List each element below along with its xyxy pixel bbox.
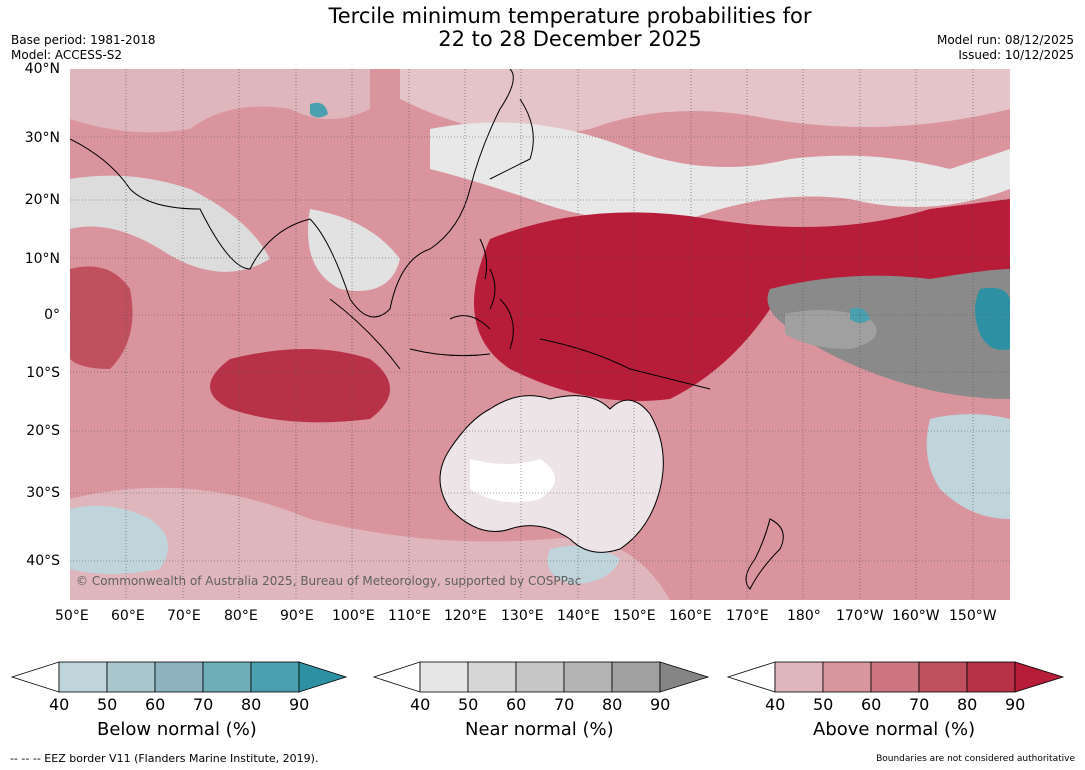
lon-label-150e: 150°E xyxy=(613,608,656,624)
patch-southwest-bluegrey xyxy=(70,505,168,574)
cb2-tick-90: 90 xyxy=(650,695,671,714)
probability-map xyxy=(70,69,1010,600)
model-label: Model: ACCESS-S2 xyxy=(11,48,123,62)
meta-left: Base period: 1981-2018 Model: ACCESS-S2 xyxy=(11,33,156,63)
lat-label-20n: 20°N xyxy=(24,192,60,208)
model-run-label: Model run: 08/12/2025 xyxy=(936,33,1074,47)
cb1-tick-60: 60 xyxy=(145,695,166,714)
cb1-tick-70: 70 xyxy=(193,695,214,714)
boundaries-disclaimer: Boundaries are not considered authoritat… xyxy=(876,754,1075,764)
cb3-title: Above normal (%) xyxy=(813,719,976,740)
patch-below-normal-teal-east xyxy=(975,287,1010,350)
lon-label-60e: 60°E xyxy=(111,608,145,624)
lat-label-30n: 30°N xyxy=(24,130,60,146)
lat-label-30s: 30°S xyxy=(26,485,60,501)
cb3-tick-50: 50 xyxy=(813,695,834,714)
cb3-tick-70: 70 xyxy=(909,695,930,714)
cb2-title: Near normal (%) xyxy=(465,719,614,740)
lat-label-20s: 20°S xyxy=(26,423,60,439)
colorbar-near-normal xyxy=(372,661,710,693)
patch-west-indian-red xyxy=(70,266,133,369)
cb1-tick-50: 50 xyxy=(97,695,118,714)
lon-label-80e: 80°E xyxy=(224,608,258,624)
map-title-line2: 22 to 28 December 2025 xyxy=(438,27,702,51)
cb1-title: Below normal (%) xyxy=(97,719,257,740)
patch-tropical-pacific-dark-red xyxy=(474,199,1010,401)
map-canvas xyxy=(70,69,1010,600)
base-period-label: Base period: 1981-2018 xyxy=(11,33,156,47)
copyright-notice: © Commonwealth of Australia 2025, Bureau… xyxy=(76,574,582,588)
colorbars xyxy=(10,661,1065,693)
patch-tasman-bluegrey xyxy=(547,545,620,584)
lat-label-0: 0° xyxy=(44,307,60,323)
asia-coastline xyxy=(70,69,514,318)
lon-label-130e: 130°E xyxy=(501,608,544,624)
patch-below-normal-teal-tibet xyxy=(310,102,328,118)
patch-indian-ocean-red xyxy=(210,349,390,423)
cb1-tick-90: 90 xyxy=(289,695,310,714)
lon-label-50e: 50°E xyxy=(55,608,89,624)
patch-north-pacific-light xyxy=(400,69,1010,135)
cb2-tick-60: 60 xyxy=(506,695,527,714)
lon-label-170e: 170°E xyxy=(726,608,769,624)
patch-north-light xyxy=(70,69,370,133)
patch-subtropical-white xyxy=(430,122,1010,222)
lat-label-40s: 40°S xyxy=(26,553,60,569)
patch-arabian-grey xyxy=(70,175,270,272)
lat-label-40n: 40°N xyxy=(24,61,60,77)
lat-label-10s: 10°S xyxy=(26,365,60,381)
lon-label-150w: 150°W xyxy=(949,608,997,624)
lat-label-10n: 10°N xyxy=(24,251,60,267)
meta-right: Model run: 08/12/2025 Issued: 10/12/2025 xyxy=(937,33,1074,63)
lon-label-160e: 160°E xyxy=(669,608,712,624)
lon-label-90e: 90°E xyxy=(280,608,314,624)
australia-white-area xyxy=(470,459,555,503)
lon-label-160w: 160°W xyxy=(892,608,940,624)
new-zealand-coast xyxy=(745,518,784,590)
lon-label-100e: 100°E xyxy=(332,608,375,624)
lon-label-110e: 110°E xyxy=(388,608,431,624)
colorbar-above-normal xyxy=(726,661,1065,693)
lon-label-170w: 170°W xyxy=(836,608,884,624)
colorbar-below-normal xyxy=(10,661,348,693)
patch-equatorial-grey xyxy=(767,269,1010,399)
cb1-tick-40: 40 xyxy=(49,695,70,714)
philippines-japan-coastline xyxy=(479,98,534,310)
lon-label-180: 180° xyxy=(787,608,821,624)
lon-label-140e: 140°E xyxy=(557,608,600,624)
cb1-tick-80: 80 xyxy=(241,695,262,714)
cb3-tick-40: 40 xyxy=(765,695,786,714)
maritime-continent-coastline xyxy=(329,298,711,390)
cb3-tick-80: 80 xyxy=(957,695,978,714)
cb2-tick-80: 80 xyxy=(602,695,623,714)
map-title-line1: Tercile minimum temperature probabilitie… xyxy=(328,4,812,28)
graticule xyxy=(70,69,1010,600)
issued-label: Issued: 10/12/2025 xyxy=(958,48,1074,62)
cb3-tick-60: 60 xyxy=(861,695,882,714)
patch-southeast-bluegrey xyxy=(926,414,1010,519)
patch-south-light xyxy=(70,487,670,600)
patch-indochina-grey xyxy=(308,209,400,291)
cb2-tick-70: 70 xyxy=(554,695,575,714)
lon-label-70e: 70°E xyxy=(167,608,201,624)
cb2-tick-40: 40 xyxy=(410,695,431,714)
eez-border-note: -- -- -- EEZ border V11 (Flanders Marine… xyxy=(10,752,319,765)
cb2-tick-50: 50 xyxy=(458,695,479,714)
lon-label-120e: 120°E xyxy=(444,608,487,624)
cb3-tick-90: 90 xyxy=(1005,695,1026,714)
